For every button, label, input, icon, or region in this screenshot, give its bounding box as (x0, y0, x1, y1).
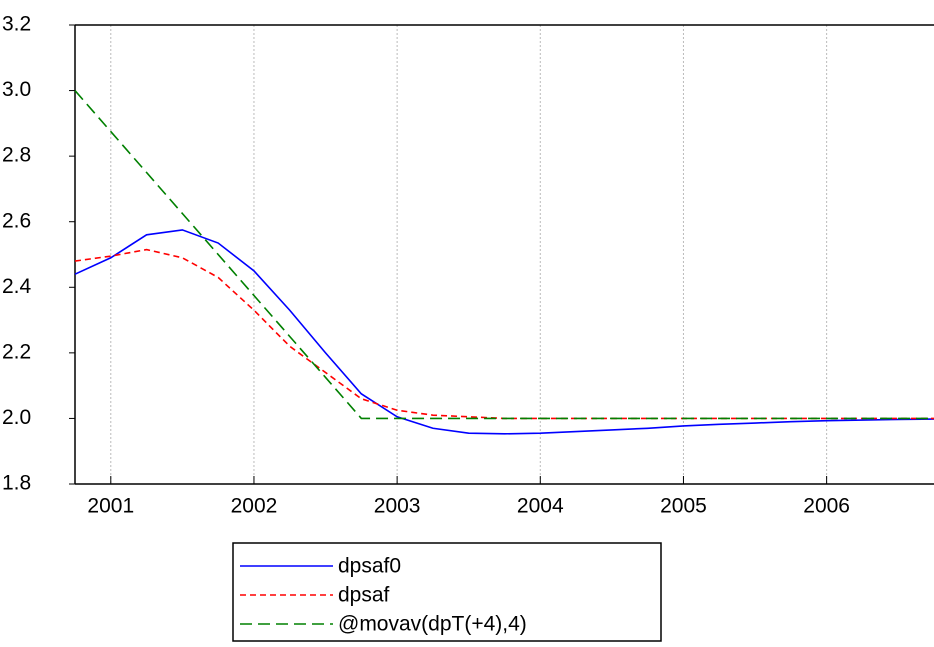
x-tick-label: 2003 (374, 495, 421, 518)
y-tick-label: 2.2 (2, 340, 31, 363)
y-tick-label: 1.8 (2, 472, 31, 495)
legend-label: dpsaf (338, 584, 390, 607)
x-tick-label: 2001 (87, 495, 134, 518)
y-tick-label: 2.6 (2, 209, 31, 232)
y-tick-label: 3.0 (2, 78, 31, 101)
y-tick-label: 2.8 (2, 144, 31, 167)
y-tick-label: 2.0 (2, 406, 31, 429)
x-tick-label: 2005 (660, 495, 707, 518)
x-tick-label: 2006 (803, 495, 850, 518)
y-tick-label: 2.4 (2, 275, 32, 298)
y-tick-label: 3.2 (2, 13, 31, 36)
x-tick-label: 2002 (231, 495, 278, 518)
legend-label: dpsaf0 (338, 555, 401, 578)
legend-label: @movav(dpT(+4),4) (338, 613, 527, 636)
series-line (74, 229, 934, 435)
series-line (74, 90, 934, 420)
series-line (74, 248, 934, 420)
x-tick-label: 2004 (517, 495, 564, 518)
